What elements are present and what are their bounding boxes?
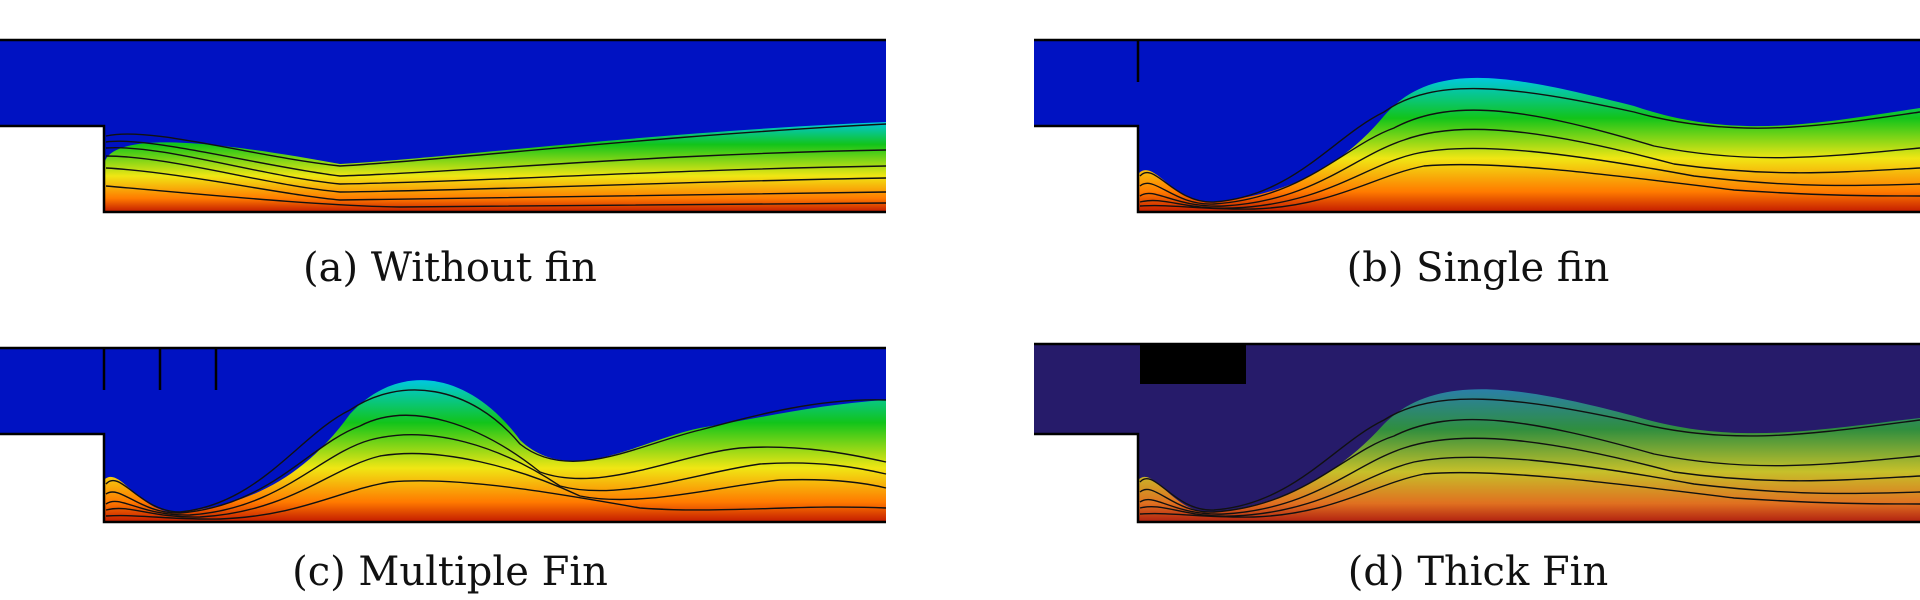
channel-walls [0, 346, 886, 524]
isotherm-lines [1139, 398, 1920, 518]
panel-d [1034, 340, 1920, 526]
thermal-plume [1138, 389, 1920, 522]
panel-c [0, 344, 890, 526]
contour-plot-d [1034, 342, 1920, 524]
contour-plot-a [0, 38, 887, 214]
caption-b: (b) Single fin [1346, 245, 1610, 291]
channel-walls [1034, 38, 1920, 214]
contour-plot-c [0, 346, 887, 524]
isotherm-lines [105, 123, 887, 208]
channel-walls [1034, 342, 1920, 524]
isotherm-lines [1139, 87, 1920, 210]
isotherm-lines [105, 389, 887, 520]
panel-b [1034, 36, 1920, 216]
thick-fin [1140, 344, 1246, 384]
thermal-plume [1138, 77, 1920, 212]
caption-d: (d) Thick Fin [1347, 549, 1609, 595]
channel-walls [0, 38, 886, 214]
thermal-plume [104, 122, 886, 212]
caption-c: (c) Multiple Fin [292, 549, 608, 595]
contour-plot-b [1034, 38, 1920, 214]
panel-a [0, 36, 890, 216]
caption-a: (a) Without fin [303, 245, 597, 291]
